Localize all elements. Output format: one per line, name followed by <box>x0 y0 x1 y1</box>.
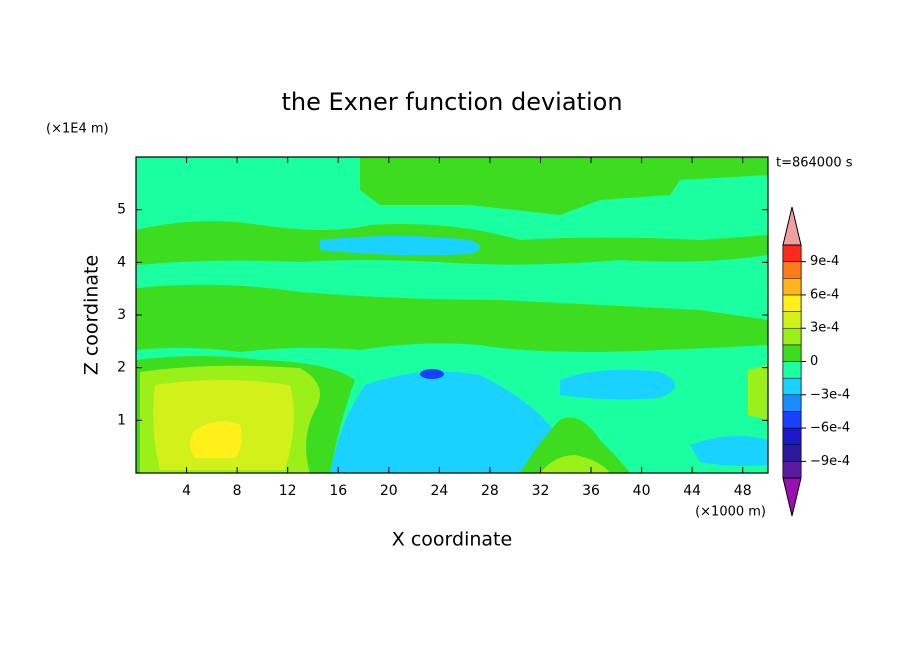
contour-region <box>320 236 480 256</box>
colorbar-box <box>782 411 802 429</box>
colorbar-box <box>782 344 802 362</box>
x-tick-label: 40 <box>633 483 651 499</box>
x-tick-label: 44 <box>683 483 701 499</box>
colorbar-box <box>782 427 802 445</box>
contour-region <box>330 371 560 473</box>
y-tick-label: 4 <box>117 254 126 270</box>
colorbar-box <box>782 461 802 479</box>
contour-region <box>748 365 768 420</box>
colorbar-box <box>782 377 802 396</box>
colorbar-box <box>782 394 802 412</box>
colorbar-extend-low <box>782 477 802 517</box>
colorbar-box <box>782 261 802 279</box>
y-tick-label: 3 <box>117 307 126 323</box>
y-tick-label: 2 <box>117 360 126 376</box>
colorbar-box <box>782 444 802 462</box>
colorbar-tick-label: −6e-4 <box>810 421 850 436</box>
x-axis-label: X coordinate <box>392 529 512 551</box>
y-tick-label: 5 <box>117 202 126 218</box>
x-tick-label: 32 <box>532 483 550 499</box>
y-tick-label: 1 <box>117 412 126 428</box>
y-axis-label: Z coordinate <box>81 255 103 375</box>
colorbar-box <box>782 311 802 329</box>
colorbar-box <box>782 278 802 296</box>
colorbar-tick-label: 6e-4 <box>810 287 839 302</box>
colorbar-box <box>782 361 802 379</box>
colorbar-extend-high <box>782 206 802 246</box>
chart-title: the Exner function deviation <box>281 88 622 116</box>
contour-region <box>136 284 768 352</box>
contour-region <box>690 436 768 466</box>
contour-region <box>540 455 610 473</box>
contour-region <box>360 157 768 215</box>
contour-region <box>560 369 675 400</box>
colorbar-box <box>782 294 802 312</box>
contour-region <box>520 417 630 473</box>
annotation: t=864000 s <box>776 156 853 171</box>
x-tick-label: 16 <box>329 483 347 499</box>
contour-field <box>136 157 768 473</box>
x-tick-label: 4 <box>182 483 191 499</box>
x-tick-label: 8 <box>233 483 242 499</box>
colorbar-box <box>782 327 802 346</box>
x-unit: (×1000 m) <box>695 505 766 520</box>
x-tick-label: 20 <box>380 483 398 499</box>
colorbar-box <box>782 244 802 262</box>
x-tick-label: 12 <box>279 483 297 499</box>
colorbar-tick-label: 0 <box>810 354 818 369</box>
contour-region <box>190 421 242 458</box>
x-tick-label: 36 <box>582 483 600 499</box>
colorbar-tick-label: 9e-4 <box>810 254 839 269</box>
colorbar-tick-label: −3e-4 <box>810 387 850 402</box>
colorbar-tick-label: 3e-4 <box>810 321 839 336</box>
colorbar-tick-label: −9e-4 <box>810 454 850 469</box>
y-unit: (×1E4 m) <box>46 122 109 137</box>
contour-region <box>420 369 444 379</box>
x-tick-label: 48 <box>734 483 752 499</box>
x-tick-label: 24 <box>430 483 448 499</box>
x-tick-label: 28 <box>481 483 499 499</box>
